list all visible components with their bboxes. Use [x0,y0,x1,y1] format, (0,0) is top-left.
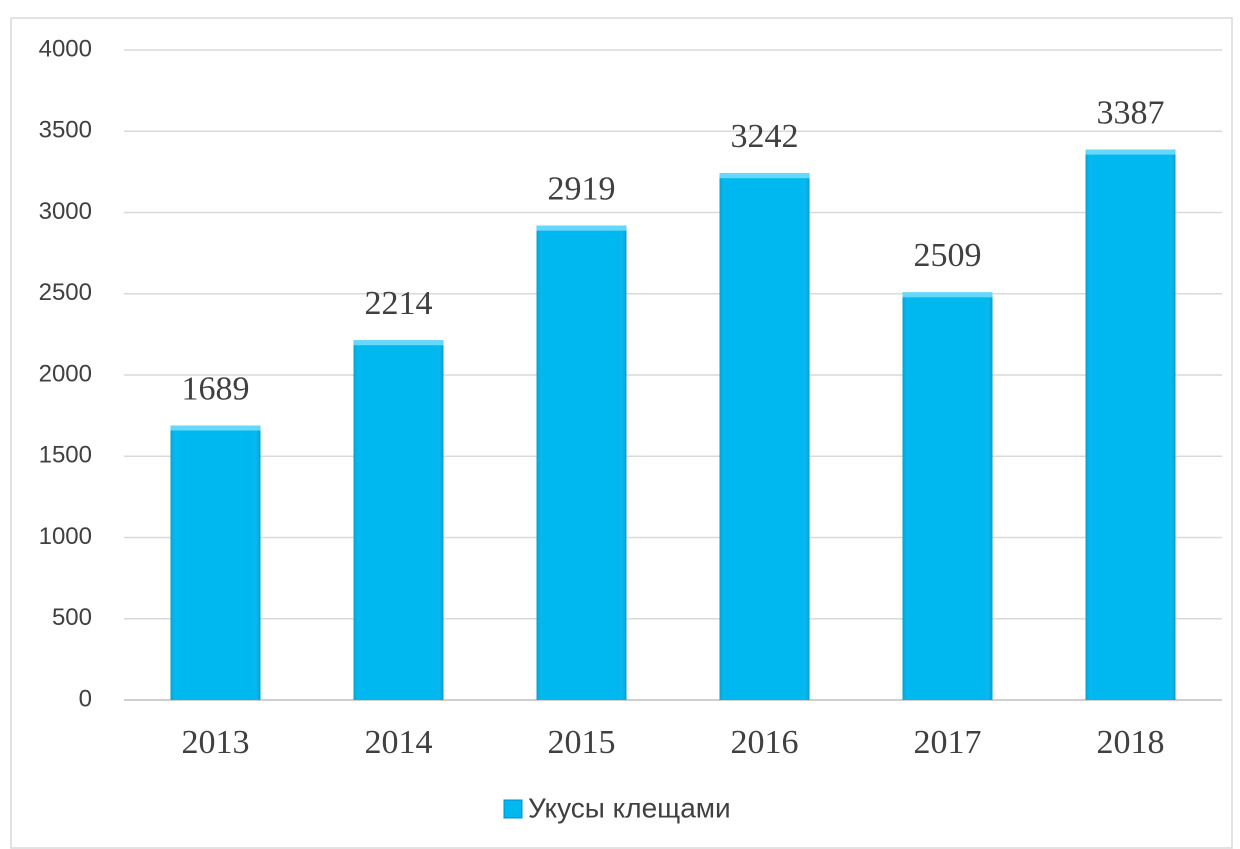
bar-top [353,340,444,346]
data-label: 2509 [914,237,982,274]
x-tick-label: 2015 [548,724,616,761]
x-tick-label: 2013 [182,724,250,761]
bar-bevel [353,340,444,700]
bar-bevel [719,173,810,701]
bar-top [902,292,993,298]
y-tick-label: 0 [79,685,92,712]
legend-swatch [503,799,523,819]
data-label: 1689 [182,370,250,407]
bar-top [719,173,810,179]
y-tick-label: 3000 [39,198,92,225]
x-tick-label: 2014 [365,724,433,761]
bar-bevel [536,225,627,700]
x-tick-label: 2018 [1097,724,1165,761]
bar-bevel [170,425,261,700]
y-tick-label: 4000 [39,35,92,62]
y-tick-label: 2000 [39,360,92,387]
y-tick-label: 1000 [39,523,92,550]
y-tick-label: 3500 [39,117,92,144]
data-label: 2919 [548,170,616,207]
bar-top [170,425,261,431]
y-tick-label: 500 [52,604,92,631]
x-tick-label: 2016 [731,724,799,761]
x-tick-label: 2017 [914,724,982,761]
bar-top [536,225,627,231]
data-label: 3387 [1097,94,1165,131]
bar-top [1085,149,1176,155]
y-tick-label: 1500 [39,442,92,469]
y-tick-label: 2500 [39,279,92,306]
data-label: 3242 [731,118,799,155]
legend-label: Укусы клещами [528,792,731,823]
data-label: 2214 [365,285,433,322]
bar-bevel [902,292,993,700]
bar-bevel [1085,149,1176,701]
